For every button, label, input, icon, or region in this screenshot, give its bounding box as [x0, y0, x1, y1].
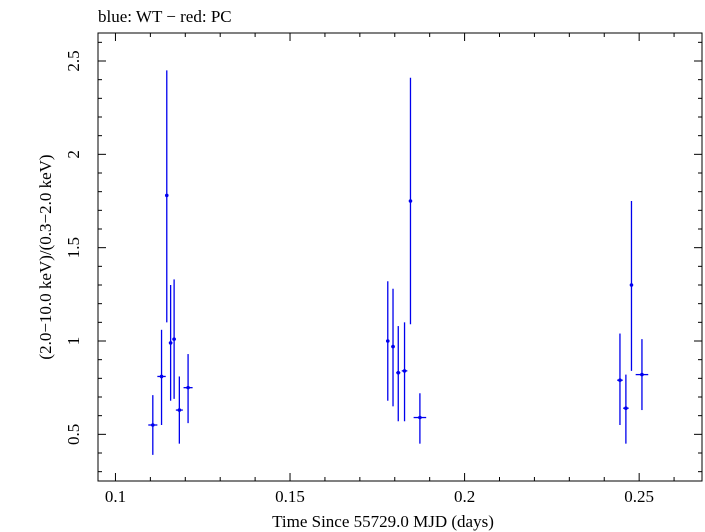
x-tick-label: 0.25 — [624, 487, 654, 506]
point-marker — [159, 374, 164, 379]
y-axis-label: (2.0−10.0 keV)/(0.3−2.0 keV) — [36, 154, 55, 359]
data-point — [385, 281, 390, 401]
point-marker — [151, 423, 155, 427]
x-tick-label: 0.15 — [275, 487, 305, 506]
point-marker — [177, 408, 182, 412]
point-marker — [172, 337, 176, 341]
point-marker — [408, 199, 413, 203]
data-point — [408, 77, 413, 325]
y-tick-label: 0.5 — [64, 424, 83, 445]
data-point — [157, 329, 166, 425]
plot-frame — [97, 32, 703, 482]
data-point — [635, 339, 649, 411]
point-marker — [186, 385, 190, 390]
data-point — [413, 393, 427, 444]
data-points — [148, 70, 649, 455]
y-tick-label: 2.5 — [64, 50, 83, 71]
point-marker — [168, 341, 173, 345]
chart-title: blue: WT − red: PC — [98, 7, 232, 26]
data-point — [396, 326, 401, 422]
point-marker — [629, 283, 634, 287]
data-point — [168, 285, 173, 401]
data-point — [623, 374, 629, 444]
point-marker — [391, 344, 395, 349]
y-tick-label: 1.5 — [64, 237, 83, 258]
data-point — [164, 70, 169, 323]
x-tick-label: 0.1 — [105, 487, 126, 506]
data-point — [401, 322, 408, 422]
point-marker — [385, 339, 390, 343]
data-point — [391, 288, 395, 407]
point-marker — [164, 193, 169, 198]
y-tick-label: 2 — [64, 150, 83, 159]
data-point — [148, 395, 158, 455]
point-marker — [640, 372, 644, 377]
point-marker — [624, 406, 628, 411]
point-marker — [396, 370, 401, 375]
data-point — [183, 354, 193, 424]
tick-labels: 0.1 0.15 0.2 0.25 0.5 1 1.5 2 2.5 — [64, 50, 654, 506]
x-tick-label: 0.2 — [454, 487, 475, 506]
point-marker — [402, 369, 407, 373]
data-point — [172, 279, 176, 399]
x-axis-label: Time Since 55729.0 MJD (days) — [272, 512, 494, 531]
axis-ticks — [98, 33, 702, 481]
data-point — [629, 201, 634, 371]
data-point — [175, 376, 183, 444]
y-tick-label: 1 — [64, 337, 83, 346]
point-marker — [618, 378, 622, 383]
data-point — [617, 333, 623, 425]
point-marker — [418, 415, 422, 420]
